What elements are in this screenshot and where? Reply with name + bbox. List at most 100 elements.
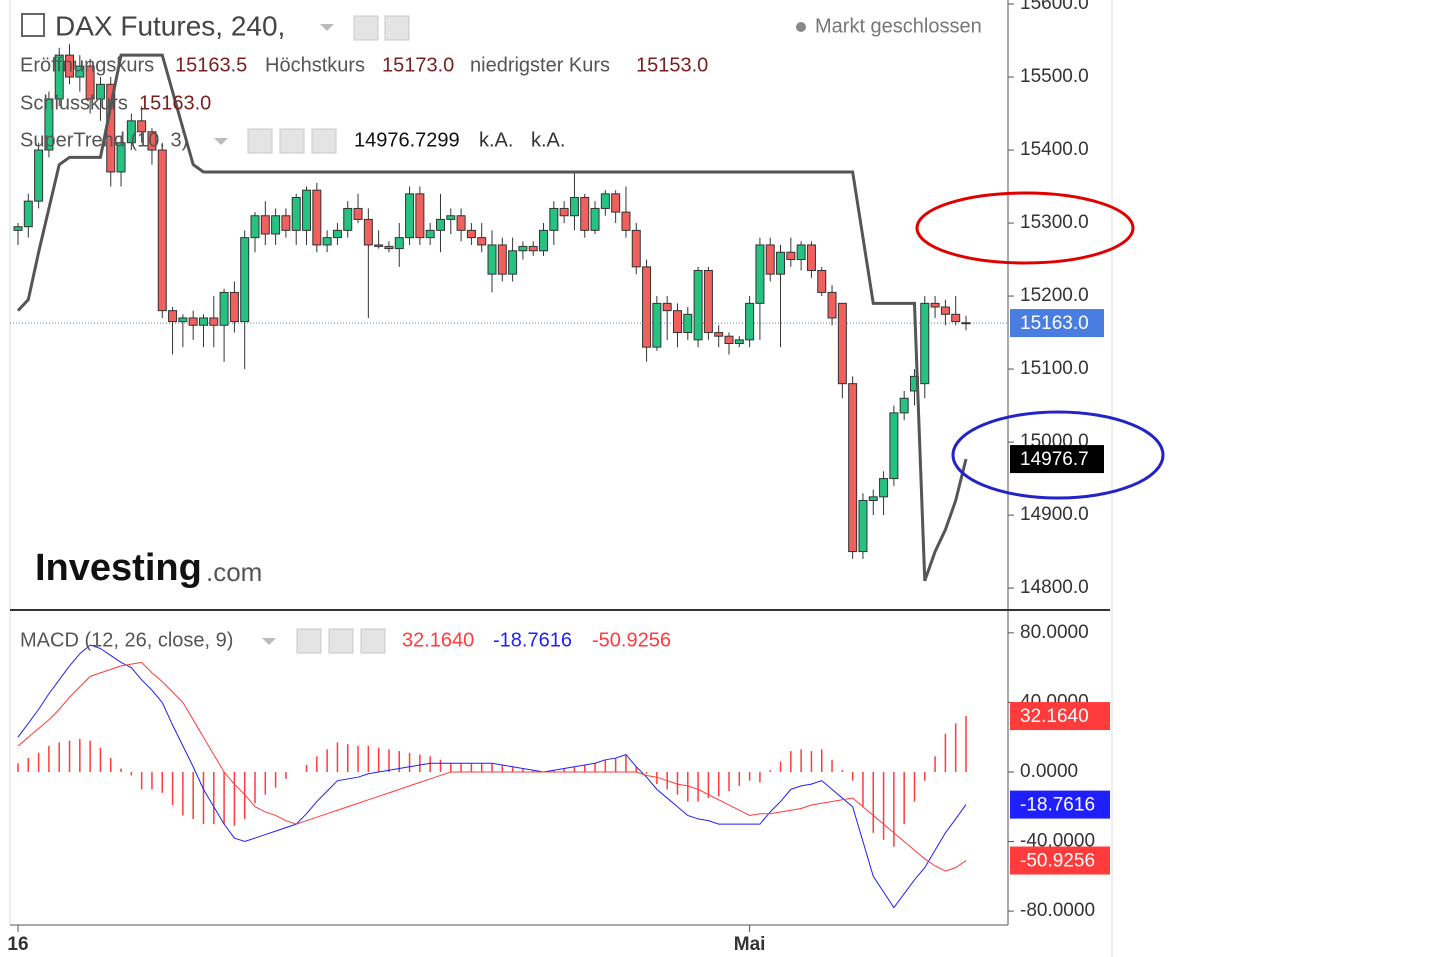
- candle-body: [889, 412, 899, 480]
- candle-body: [54, 54, 64, 100]
- macd-value: -50.9256: [592, 629, 671, 651]
- candle-body: [487, 244, 497, 275]
- chart-title: DAX Futures, 240,: [55, 10, 285, 41]
- candle-body: [580, 196, 590, 231]
- candle-body: [600, 193, 610, 209]
- candle-body: [940, 306, 950, 315]
- price-tag: [1010, 846, 1110, 875]
- candle-body: [837, 302, 847, 385]
- candle-body: [137, 120, 147, 133]
- candle-body: [786, 251, 796, 261]
- candle-body: [724, 335, 734, 345]
- price-tag-label: 14976.7: [1020, 449, 1089, 470]
- candle-body: [343, 207, 353, 231]
- candle-body: [466, 229, 476, 239]
- candle-body: [817, 270, 827, 293]
- candle-body: [662, 302, 672, 312]
- eye-icon[interactable]: [296, 628, 322, 654]
- candle-body: [219, 291, 229, 326]
- indicator-value: 14976.7299: [354, 129, 460, 151]
- candle-body: [703, 270, 713, 334]
- y-tick-label: 15600.0: [1020, 0, 1089, 14]
- x-tick-label: Mai: [734, 934, 766, 955]
- y-tick-label: 15500.0: [1020, 66, 1089, 87]
- candle-body: [75, 65, 85, 78]
- candle-body: [374, 244, 384, 247]
- macd-title: MACD (12, 26, close, 9): [20, 629, 233, 651]
- candle-body: [198, 317, 208, 326]
- candle-body: [693, 270, 703, 341]
- candle-body: [291, 196, 301, 231]
- candle-body: [250, 215, 260, 239]
- settings-icon[interactable]: [279, 128, 305, 154]
- legend-value: 15163.5: [175, 54, 247, 76]
- macd-value: 32.1640: [402, 629, 474, 651]
- candle-body: [477, 237, 487, 246]
- candle-body: [168, 310, 178, 323]
- candle-body: [85, 65, 95, 100]
- candle-body: [13, 226, 23, 231]
- symbol-icon[interactable]: [21, 13, 45, 37]
- close-icon[interactable]: [360, 628, 386, 654]
- settings-icon[interactable]: [384, 15, 410, 41]
- candle-body: [734, 339, 744, 345]
- candle-body: [930, 302, 940, 308]
- candle-body: [899, 397, 909, 414]
- price-tag-label: 15163.0: [1020, 313, 1089, 334]
- candle-body: [229, 291, 239, 323]
- candle-body: [446, 215, 456, 220]
- candle-body: [157, 149, 167, 312]
- candle-body: [611, 193, 621, 213]
- candle-body: [44, 98, 54, 151]
- settings-icon[interactable]: [328, 628, 354, 654]
- watermark: Investing: [35, 547, 202, 589]
- candle-body: [961, 322, 971, 325]
- y-tick-label: 15100.0: [1020, 358, 1089, 379]
- candle-body: [569, 196, 579, 217]
- macd-line: [17, 644, 967, 909]
- candle-body: [951, 313, 961, 323]
- candle-body: [312, 189, 322, 246]
- candle-body: [796, 244, 806, 261]
- candle-body: [920, 302, 930, 385]
- legend-label: niedrigster Kurs: [470, 54, 610, 76]
- legend-label: Eröffnungskurs: [20, 54, 154, 76]
- indicator-value: k.A.: [531, 129, 565, 151]
- candle-body: [188, 317, 198, 326]
- candle-body: [394, 237, 404, 250]
- candle-body: [642, 266, 652, 348]
- dropdown[interactable]: [320, 24, 334, 31]
- candle-body: [621, 211, 631, 231]
- candle-body: [776, 251, 786, 275]
- candle-body: [332, 229, 342, 239]
- price-tag: [1010, 702, 1110, 731]
- candle-body: [384, 245, 394, 250]
- close-icon[interactable]: [311, 128, 337, 154]
- candle-body: [322, 237, 332, 246]
- legend-value: 15153.0: [636, 54, 708, 76]
- candle-body: [745, 302, 755, 341]
- candle-body: [755, 244, 765, 304]
- eye-icon[interactable]: [353, 15, 379, 41]
- annotation-ellipse: [915, 191, 1135, 265]
- candle-body: [631, 229, 641, 268]
- supertrend-line: [16, 53, 968, 582]
- price-tag: [1010, 309, 1104, 338]
- macd-value: -18.7616: [493, 629, 572, 651]
- dropdown[interactable]: [262, 638, 276, 645]
- legend-label: Schlusskurs: [20, 92, 128, 114]
- candle-body: [559, 207, 569, 217]
- candle-body: [240, 237, 250, 323]
- annotation-ellipse: [951, 410, 1165, 500]
- legend-value: 15163.0: [139, 92, 211, 114]
- candle-body: [806, 244, 816, 272]
- candle-body: [405, 193, 415, 239]
- dropdown[interactable]: [214, 138, 228, 145]
- price-tag: [1010, 790, 1110, 819]
- candle-body: [549, 207, 559, 231]
- legend-label: Höchstkurs: [265, 54, 365, 76]
- candle-body: [590, 207, 600, 231]
- candle-body: [363, 218, 373, 246]
- candle-body: [858, 499, 868, 553]
- eye-icon[interactable]: [247, 128, 273, 154]
